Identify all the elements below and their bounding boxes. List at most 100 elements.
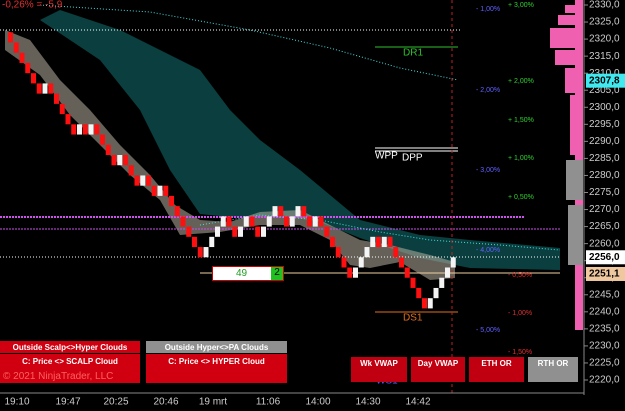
renko-brick — [174, 206, 180, 217]
renko-brick — [445, 267, 450, 278]
renko-brick — [439, 277, 445, 288]
button[interactable]: ETH OR — [469, 357, 524, 382]
price-label: 2320,0 — [589, 34, 620, 45]
renko-brick — [36, 83, 42, 94]
renko-brick — [128, 165, 134, 176]
renko-brick — [261, 226, 266, 237]
time-label: 19 mrt — [199, 397, 228, 408]
price-label: 2280,0 — [589, 170, 620, 181]
button[interactable]: Day VWAP — [411, 357, 465, 382]
pct-label: - 1,00% — [508, 310, 532, 317]
renko-brick — [180, 216, 186, 227]
renko-brick — [146, 175, 151, 186]
renko-brick — [416, 287, 422, 299]
hyper-cloud — [40, 10, 560, 270]
level-label: DS1 — [403, 313, 423, 324]
change-label: -0,26% = -5,9 — [2, 0, 63, 11]
renko-brick — [157, 185, 163, 196]
level-label: DR1 — [403, 48, 423, 59]
pct-label: + 1,50% — [508, 117, 534, 124]
renko-brick — [42, 83, 48, 94]
pct-label: - 0,50% — [508, 272, 532, 279]
button[interactable]: C: Price <> HYPER Cloud — [146, 354, 287, 383]
price-label: 2330,0 — [589, 0, 620, 11]
pct-label: - 1,00% — [476, 6, 500, 13]
renko-brick — [341, 257, 347, 268]
renko-brick — [330, 236, 335, 248]
copyright: © 2021 NinjaTrader, LLC — [3, 371, 114, 382]
renko-brick — [284, 216, 289, 227]
renko-brick — [266, 216, 272, 227]
renko-brick — [399, 257, 404, 268]
price-label: 2220,0 — [589, 375, 620, 386]
renko-brick — [25, 62, 31, 74]
price-marker — [586, 73, 625, 88]
time-label: 11:06 — [256, 397, 281, 408]
renko-brick — [301, 206, 307, 217]
renko-brick — [404, 267, 410, 278]
price-label: 2305,0 — [589, 85, 620, 96]
renko-brick — [31, 73, 36, 84]
time-label: 14:00 — [305, 397, 330, 408]
price-marker-label: 2256,0 — [589, 252, 620, 263]
price-marker — [586, 266, 625, 281]
renko-brick — [381, 236, 387, 248]
vwap-line — [199, 214, 561, 251]
renko-brick — [215, 226, 220, 237]
button[interactable]: Outside Hyper<>PA Clouds — [146, 341, 287, 353]
pct-label: + 3,00% — [508, 2, 534, 9]
time-label: 19:47 — [55, 397, 80, 408]
renko-brick — [134, 175, 140, 186]
renko-brick — [376, 236, 381, 248]
renko-brick — [163, 185, 169, 196]
price-label: 2245,0 — [589, 289, 620, 300]
time-label: 14:42 — [405, 397, 430, 408]
button[interactable]: RTH OR — [528, 357, 578, 382]
renko-brick — [387, 236, 393, 248]
renko-brick — [111, 155, 117, 166]
renko-brick — [77, 124, 82, 135]
renko-brick — [100, 134, 105, 145]
price-marker-label: 2307,8 — [589, 75, 620, 86]
renko-brick — [209, 236, 215, 248]
renko-brick — [324, 226, 330, 237]
time-label: 20:46 — [153, 397, 178, 408]
renko-brick — [140, 175, 146, 186]
renko-brick — [203, 247, 209, 258]
button[interactable]: Outside Scalp<>Hyper Clouds — [0, 341, 140, 353]
button[interactable]: Wk VWAP — [351, 357, 407, 382]
renko-brick — [65, 114, 71, 125]
pct-label: - 1,50% — [508, 349, 532, 356]
renko-brick — [312, 216, 318, 227]
price-marker — [586, 250, 625, 265]
renko-brick — [197, 247, 203, 258]
pct-label: + 2,00% — [508, 78, 534, 85]
renko-brick — [220, 216, 226, 227]
price-label: 2300,0 — [589, 102, 620, 113]
price-label: 2310,0 — [589, 68, 620, 79]
renko-brick — [358, 257, 364, 268]
price-label: 2285,0 — [589, 153, 620, 164]
price-marker-label: 2251,1 — [589, 269, 620, 280]
renko-brick — [255, 226, 261, 237]
renko-brick — [169, 195, 174, 207]
price-label: 2235,0 — [589, 324, 620, 335]
renko-brick — [59, 103, 65, 115]
level-label: DPP — [402, 153, 423, 164]
renko-brick — [249, 216, 255, 227]
renko-brick — [226, 216, 232, 227]
renko-brick — [123, 155, 128, 166]
renko-brick — [410, 277, 416, 288]
price-label: 2270,0 — [589, 204, 620, 215]
renko-brick — [238, 226, 243, 237]
renko-brick — [295, 206, 301, 217]
button[interactable]: C: Price <> SCALP Cloud — [0, 354, 140, 383]
renko-brick — [422, 298, 427, 309]
pct-label: - 4,00% — [476, 247, 500, 254]
renko-brick — [94, 124, 100, 135]
renko-brick — [105, 144, 111, 155]
renko-brick — [243, 216, 249, 227]
renko-brick — [370, 236, 376, 248]
pct-label: + 0,50% — [508, 194, 534, 201]
time-label: 14:30 — [355, 397, 380, 408]
